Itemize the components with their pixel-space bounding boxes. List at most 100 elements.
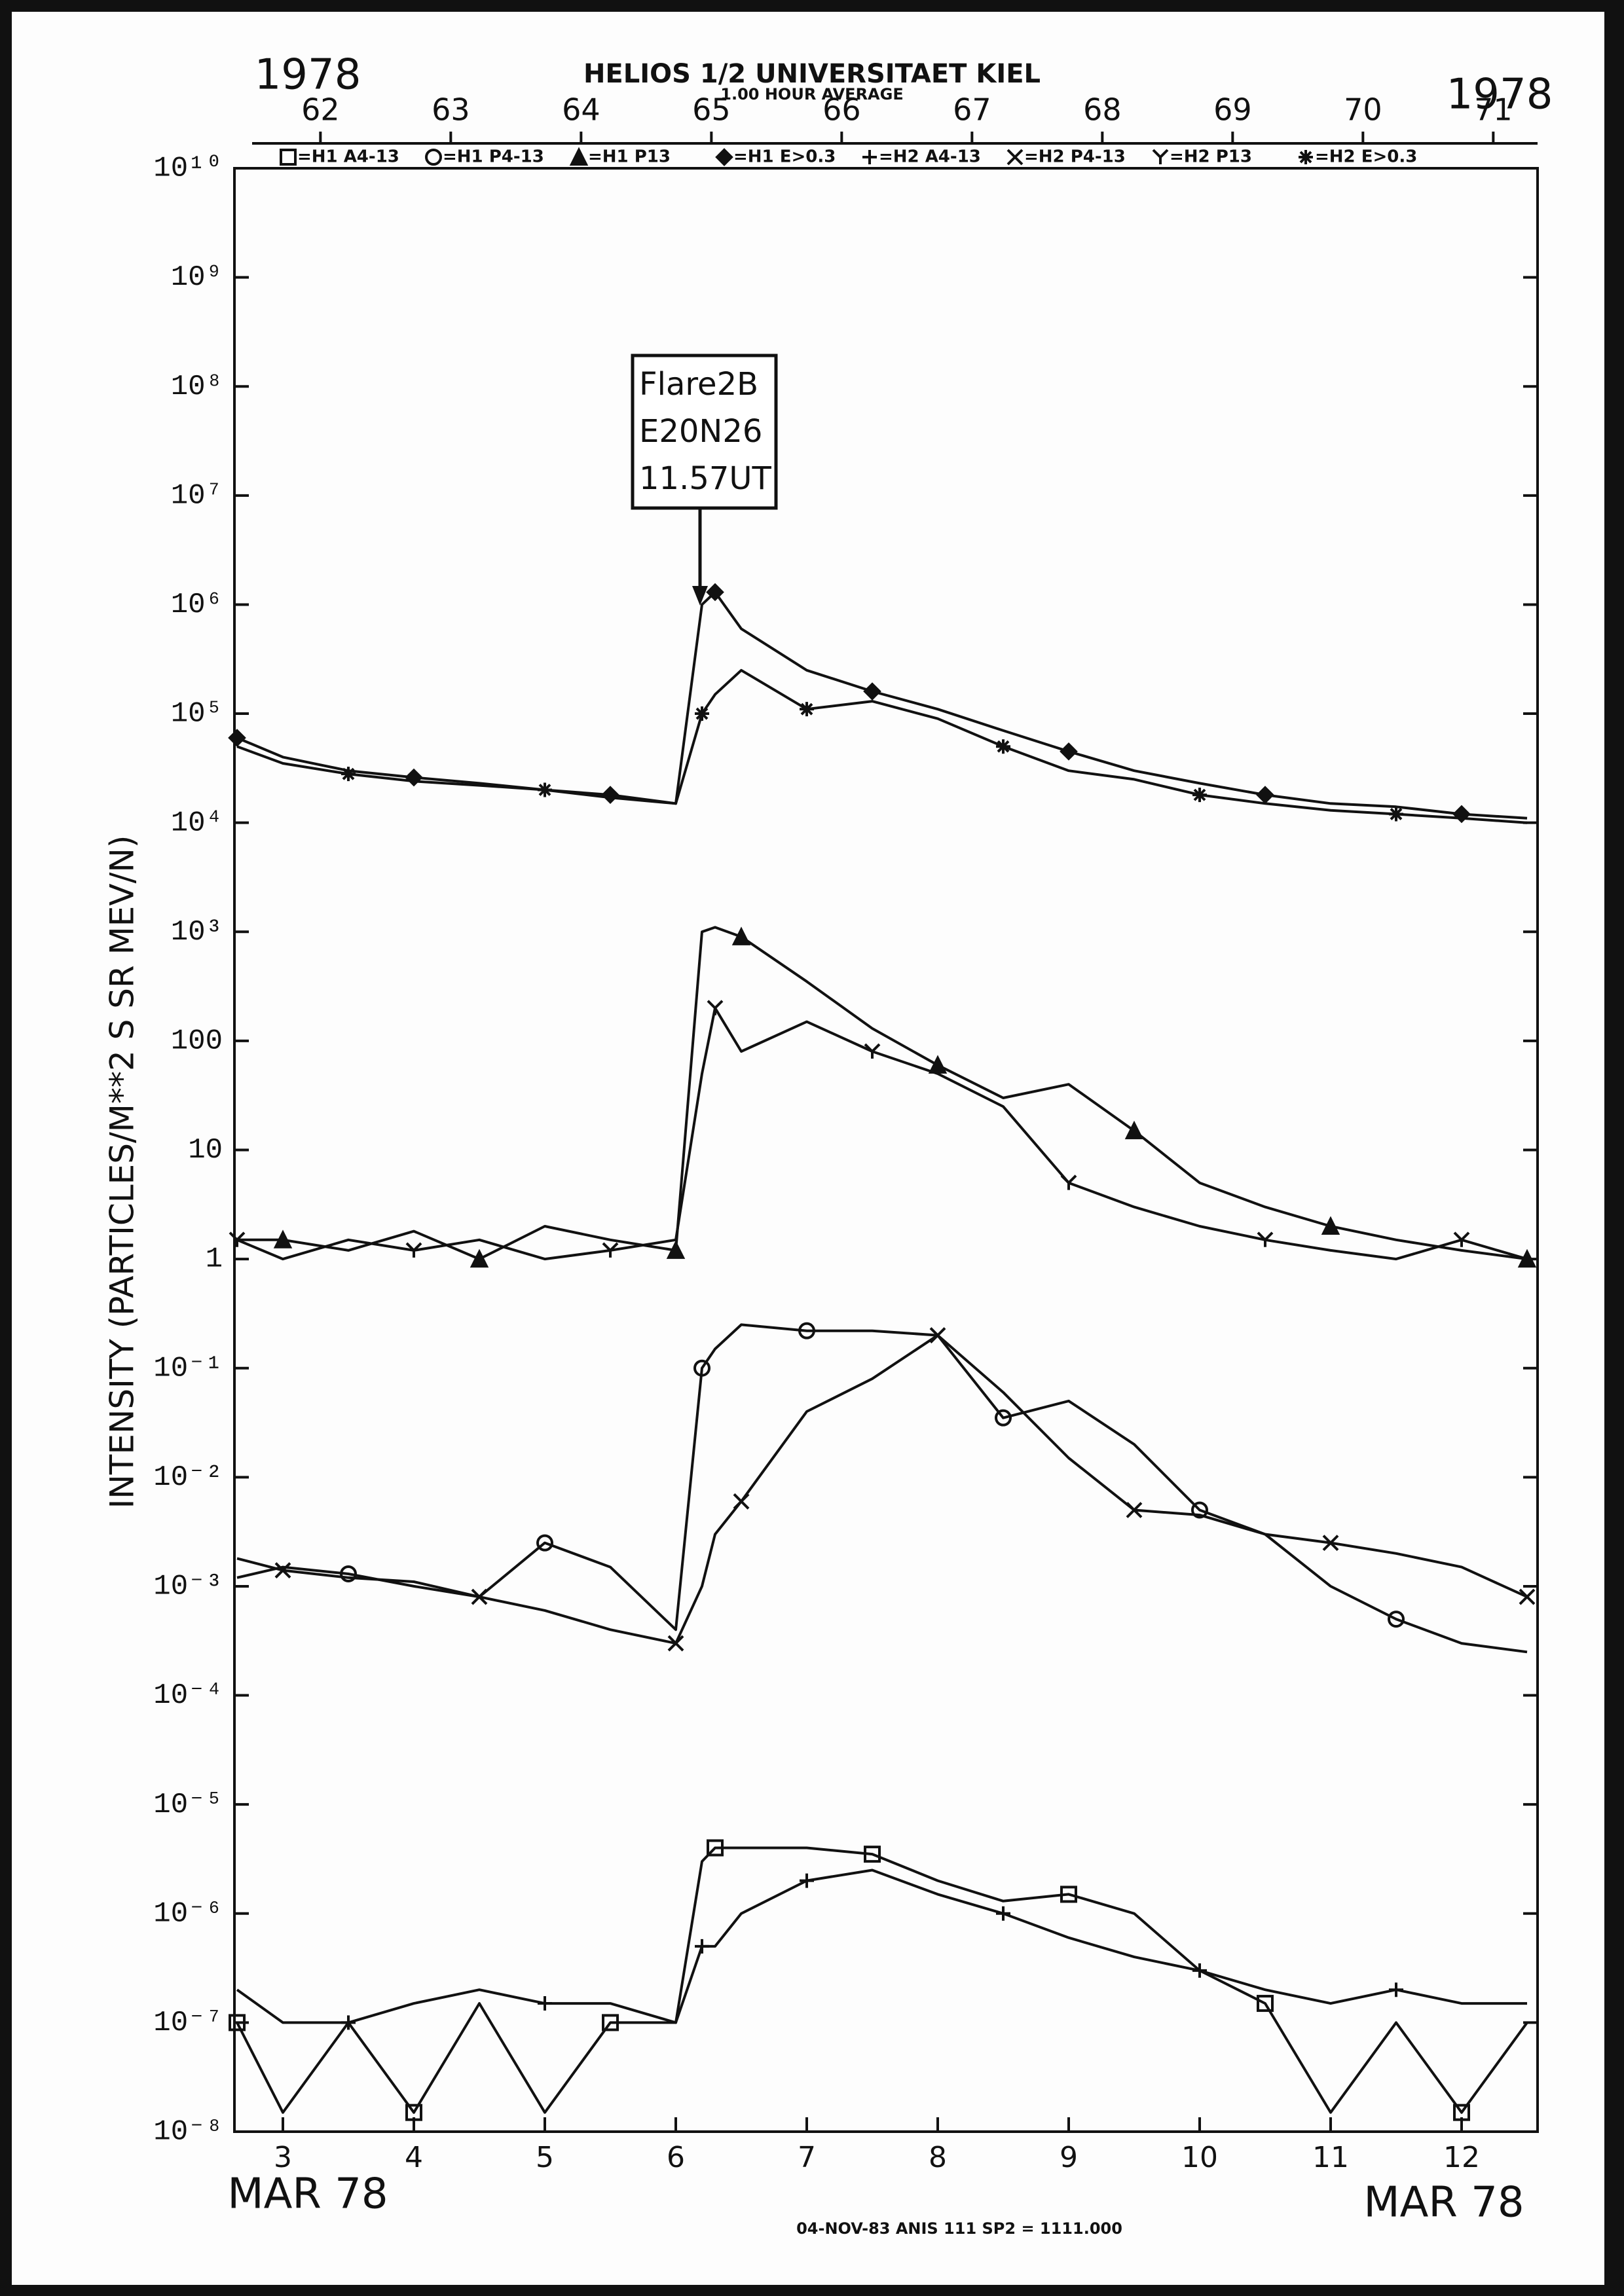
marker bbox=[1126, 1502, 1143, 1518]
marker bbox=[733, 1493, 750, 1510]
marker bbox=[569, 147, 589, 166]
y-tick-label: 10⁹ bbox=[171, 261, 223, 294]
y-tick-label: 10⁴ bbox=[171, 807, 223, 839]
marker bbox=[1060, 1886, 1077, 1903]
marker bbox=[695, 706, 709, 721]
legend-label: =H2 E>0.3 bbox=[1315, 147, 1417, 167]
series-line bbox=[236, 1006, 1528, 1261]
marker bbox=[1257, 1995, 1274, 2013]
marker bbox=[1321, 1216, 1340, 1235]
annotation-line: E20N26 bbox=[639, 413, 762, 450]
marker bbox=[800, 702, 814, 717]
x2-tick-label: 63 bbox=[432, 92, 470, 128]
marker bbox=[929, 1327, 946, 1343]
marker bbox=[996, 739, 1010, 754]
marker bbox=[1192, 1963, 1207, 1978]
marker bbox=[470, 1248, 489, 1268]
x-tick-label: 6 bbox=[667, 2141, 685, 2174]
legend-label: =H1 E>0.3 bbox=[733, 147, 836, 167]
marker bbox=[1453, 1231, 1470, 1247]
x-tick-label: 11 bbox=[1312, 2141, 1349, 2174]
y-tick-label: 10⁸ bbox=[171, 371, 223, 403]
marker bbox=[1256, 786, 1274, 804]
marker bbox=[863, 682, 881, 701]
y-tick-label: 10 bbox=[188, 1134, 223, 1167]
marker bbox=[1152, 149, 1169, 164]
marker bbox=[425, 149, 442, 166]
x2-tick-label: 67 bbox=[953, 92, 991, 128]
x-tick-label: 4 bbox=[405, 2141, 423, 2174]
marker bbox=[1388, 1611, 1405, 1628]
marker bbox=[995, 1409, 1012, 1427]
marker bbox=[229, 1231, 246, 1247]
legend-label: =H1 A4-13 bbox=[297, 147, 399, 167]
marker bbox=[864, 1043, 881, 1059]
y-tick-label: 10⁻⁸ bbox=[153, 2116, 223, 2149]
series-line bbox=[236, 1334, 1528, 1645]
legend-label: =H2 P4-13 bbox=[1024, 147, 1126, 167]
y-tick-label: 10⁵ bbox=[171, 698, 223, 731]
marker bbox=[1192, 788, 1207, 803]
y-tick-label: 10³ bbox=[171, 916, 223, 949]
y-tick-label: 10⁻⁷ bbox=[153, 2007, 223, 2039]
legend-label: =H2 P13 bbox=[1170, 147, 1252, 167]
series-line bbox=[236, 1846, 1528, 2114]
x2-tick-label: 66 bbox=[822, 92, 861, 128]
marker bbox=[538, 782, 552, 797]
marker bbox=[1322, 1535, 1339, 1552]
marker bbox=[707, 1000, 724, 1015]
marker bbox=[715, 148, 733, 166]
marker bbox=[274, 1562, 291, 1579]
series-line bbox=[237, 926, 1528, 1261]
y-tick-label: 10⁷ bbox=[171, 479, 223, 512]
x2-tick-label: 69 bbox=[1213, 92, 1252, 128]
marker bbox=[341, 2015, 356, 2030]
marker bbox=[405, 2104, 422, 2121]
legend-label: =H1 P4-13 bbox=[443, 147, 544, 167]
x2-tick-label: 68 bbox=[1083, 92, 1122, 128]
x-tick-label: 5 bbox=[536, 2141, 554, 2174]
y-tick-label: 100 bbox=[171, 1025, 223, 1058]
y-tick-label: 10⁻⁴ bbox=[153, 1679, 223, 1712]
annotation-arrowhead bbox=[692, 586, 708, 606]
annotation-box bbox=[631, 354, 778, 510]
chart-subtitle: 1.00 HOUR AVERAGE bbox=[720, 85, 903, 103]
chart-title: HELIOS 1/2 UNIVERSITAET KIEL bbox=[583, 59, 1041, 89]
x-tick-label: 9 bbox=[1060, 2141, 1078, 2174]
x-tick-label: 10 bbox=[1181, 2141, 1218, 2174]
marker bbox=[864, 1846, 881, 1863]
x2-tick-label: 70 bbox=[1344, 92, 1382, 128]
marker bbox=[273, 1230, 293, 1248]
y-tick-label: 10⁻² bbox=[153, 1461, 223, 1494]
marker bbox=[1060, 742, 1078, 761]
marker bbox=[666, 1240, 686, 1259]
marker bbox=[602, 1242, 619, 1258]
marker bbox=[1453, 2104, 1470, 2121]
legend-label: =H1 P13 bbox=[588, 147, 671, 167]
marker bbox=[800, 1873, 814, 1888]
series-line bbox=[236, 591, 1528, 820]
marker bbox=[536, 1534, 553, 1552]
x2-tick-label: 62 bbox=[301, 92, 340, 128]
paper bbox=[12, 12, 1604, 2285]
y-tick-label: 10⁻⁶ bbox=[153, 1897, 223, 1930]
x-label-right: MAR 78 bbox=[1363, 2179, 1524, 2227]
marker bbox=[731, 926, 751, 945]
marker bbox=[707, 1839, 724, 1857]
marker bbox=[1519, 1588, 1536, 1605]
marker bbox=[693, 1359, 710, 1377]
marker bbox=[228, 729, 246, 747]
marker bbox=[862, 150, 877, 164]
marker bbox=[1060, 1175, 1077, 1190]
marker bbox=[798, 1322, 815, 1339]
y-axis-label: INTENSITY (PARTICLES/M**2 S SR MEV/N) bbox=[103, 835, 141, 1509]
marker bbox=[1299, 150, 1313, 164]
annotation-line: 11.57UT bbox=[639, 460, 772, 497]
year-right: 1978 bbox=[1447, 71, 1553, 119]
marker bbox=[229, 2014, 246, 2032]
x-tick-label: 12 bbox=[1443, 2141, 1480, 2174]
marker bbox=[341, 767, 356, 782]
marker bbox=[471, 1588, 488, 1605]
